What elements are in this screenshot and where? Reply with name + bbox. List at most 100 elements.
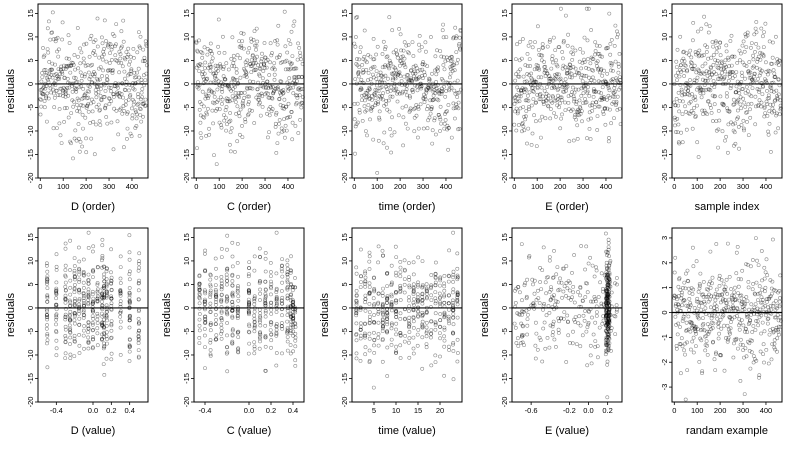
data-point	[70, 61, 75, 65]
data-point	[562, 85, 567, 90]
data-point	[45, 274, 50, 279]
data-point	[675, 47, 680, 52]
data-point	[79, 84, 83, 89]
data-point	[592, 105, 597, 110]
data-point	[520, 121, 525, 125]
data-point	[100, 286, 105, 291]
data-point	[270, 107, 275, 111]
data-point	[615, 94, 620, 99]
data-point	[230, 308, 235, 313]
data-point	[566, 32, 571, 37]
data-point	[514, 93, 519, 98]
data-point	[574, 87, 578, 92]
data-point	[724, 91, 729, 96]
data-point	[543, 64, 548, 69]
data-point	[278, 53, 283, 57]
data-point	[257, 100, 262, 105]
data-point	[617, 87, 621, 92]
x-tick-label: 0	[672, 182, 676, 191]
data-point	[274, 310, 279, 314]
data-point	[285, 50, 290, 55]
data-point	[747, 76, 752, 80]
data-point	[734, 70, 739, 75]
data-point	[551, 330, 555, 334]
data-point	[535, 66, 539, 71]
data-point	[102, 283, 106, 288]
data-point	[47, 60, 52, 64]
data-point	[753, 302, 758, 307]
data-point	[230, 273, 235, 278]
data-point	[433, 360, 438, 365]
data-point	[705, 73, 710, 78]
data-point	[197, 335, 202, 340]
data-point	[77, 316, 82, 321]
data-point	[236, 335, 241, 340]
data-point	[118, 291, 123, 296]
data-point	[128, 59, 132, 64]
data-point	[580, 61, 585, 65]
data-point	[226, 67, 231, 72]
data-point	[285, 313, 290, 317]
data-point	[537, 97, 542, 102]
data-point	[717, 118, 722, 123]
data-point	[236, 81, 241, 86]
data-point	[764, 81, 769, 85]
data-point	[235, 139, 240, 144]
data-point	[100, 295, 104, 300]
data-point	[143, 78, 148, 83]
data-point	[135, 102, 140, 107]
data-point	[115, 59, 120, 63]
data-point	[525, 64, 530, 69]
data-point	[234, 111, 239, 116]
data-point	[735, 244, 740, 249]
y-tick-label: -20	[500, 173, 509, 184]
data-point	[598, 54, 603, 59]
data-point	[251, 38, 256, 42]
data-point	[725, 106, 730, 111]
data-point	[541, 99, 546, 104]
data-point	[730, 70, 735, 75]
data-point	[602, 78, 607, 83]
data-point	[704, 22, 709, 27]
data-point	[546, 93, 551, 98]
data-point	[700, 53, 704, 58]
data-point	[269, 307, 274, 312]
data-point	[746, 279, 751, 284]
data-point	[370, 105, 375, 110]
y-tick-label: -15	[500, 373, 509, 384]
data-point	[589, 103, 594, 108]
data-point	[86, 346, 91, 351]
data-point	[63, 274, 68, 279]
data-point	[207, 62, 212, 67]
data-point	[258, 255, 263, 260]
data-point	[208, 322, 213, 327]
data-point	[709, 316, 714, 321]
data-point	[211, 90, 216, 95]
data-point	[540, 53, 545, 58]
data-point	[756, 45, 761, 50]
data-point	[599, 67, 604, 72]
x-tick-label: 10	[392, 406, 400, 415]
data-point	[582, 73, 587, 78]
data-point	[231, 87, 236, 91]
data-point	[438, 283, 442, 288]
data-point	[134, 112, 139, 117]
data-point	[361, 68, 366, 73]
data-point	[219, 274, 224, 279]
data-point	[454, 102, 459, 107]
data-point	[591, 87, 596, 92]
data-point	[124, 82, 129, 87]
data-point	[712, 102, 717, 107]
data-point	[539, 135, 543, 140]
y-tick-label: -10	[340, 350, 349, 361]
y-tick-label: -15	[182, 149, 191, 160]
data-point	[95, 84, 100, 89]
data-point	[707, 24, 712, 29]
data-point	[614, 76, 619, 81]
data-point	[575, 123, 580, 128]
y-tick-label: 0	[500, 306, 509, 310]
data-point	[90, 328, 95, 333]
data-point	[544, 98, 548, 103]
y-tick-label: -10	[500, 126, 509, 137]
data-point	[376, 138, 381, 143]
